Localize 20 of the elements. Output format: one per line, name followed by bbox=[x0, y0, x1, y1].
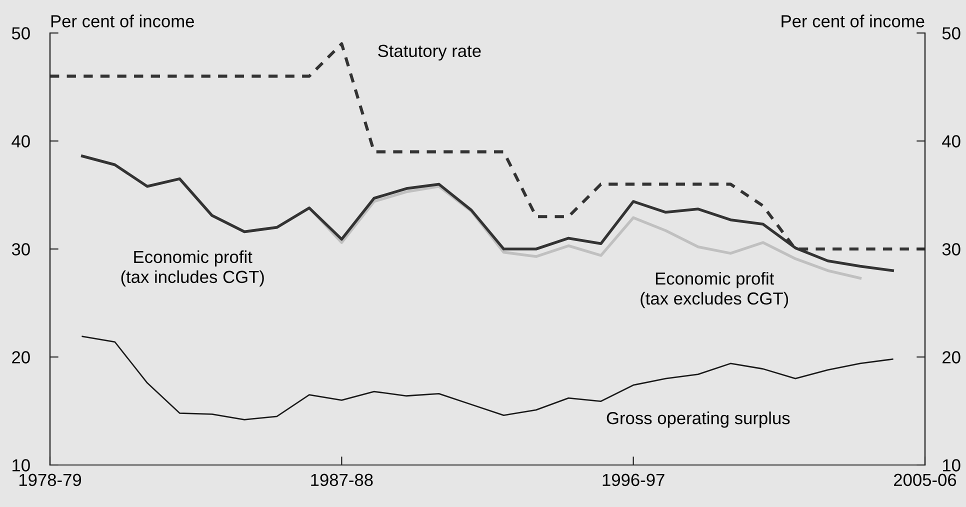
y2-tick-label: 40 bbox=[942, 135, 960, 148]
series-label: Statutory rate bbox=[378, 44, 481, 61]
y-axis-title: Per cent of income bbox=[51, 14, 194, 28]
y2-tick-label: 10 bbox=[942, 459, 960, 472]
series-label: Economic profit (tax excludes CGT) bbox=[640, 272, 788, 308]
y2-tick-label: 30 bbox=[942, 243, 960, 256]
y2-axis-title: Per cent of income bbox=[782, 14, 924, 28]
y-tick-label: 20 bbox=[12, 351, 30, 364]
y-tick-label: 10 bbox=[12, 459, 30, 472]
x-tick-label: 2005-06 bbox=[894, 474, 956, 486]
y-tick-label: 30 bbox=[12, 243, 30, 256]
x-tick-label: 1987-88 bbox=[311, 474, 373, 486]
y2-tick-label: 20 bbox=[942, 351, 960, 364]
x-tick-label: 1978-79 bbox=[19, 474, 82, 486]
series-label: Economic profit (tax includes CGT) bbox=[121, 250, 264, 287]
y-tick-label: 50 bbox=[12, 27, 30, 40]
y-tick-label: 40 bbox=[12, 135, 30, 148]
series-label: Gross operating surplus bbox=[606, 412, 790, 428]
y2-tick-label: 50 bbox=[942, 27, 960, 40]
x-tick-label: 1996-97 bbox=[602, 474, 664, 486]
